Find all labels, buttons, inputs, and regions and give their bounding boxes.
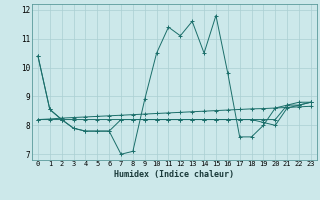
X-axis label: Humidex (Indice chaleur): Humidex (Indice chaleur) [115, 170, 234, 179]
